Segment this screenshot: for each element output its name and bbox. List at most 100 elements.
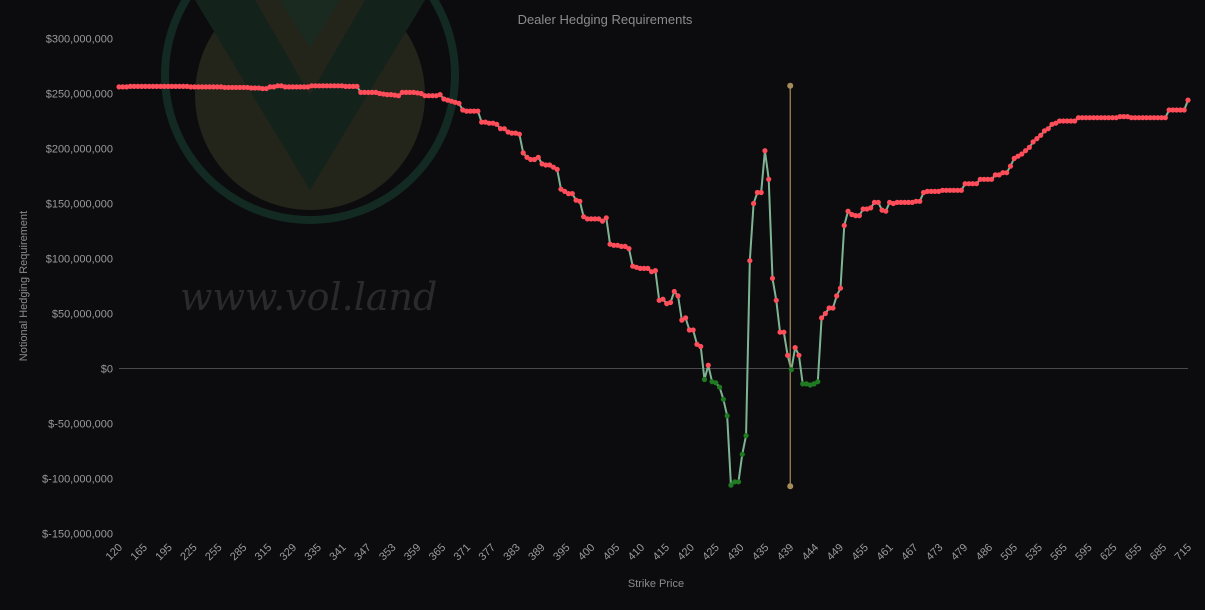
- data-point: [139, 83, 145, 89]
- data-point: [694, 341, 700, 347]
- data-point: [248, 85, 254, 91]
- data-point: [966, 181, 972, 187]
- data-point: [259, 85, 266, 92]
- data-point: [1004, 170, 1010, 176]
- data-point: [309, 83, 315, 89]
- data-point: [354, 83, 360, 89]
- data-point: [365, 89, 371, 95]
- data-point: [1109, 115, 1116, 121]
- data-point: [1185, 97, 1191, 103]
- data-point: [581, 214, 587, 220]
- data-point: [837, 285, 844, 291]
- data-point: [229, 84, 235, 91]
- y-tick-label: $150,000,000: [46, 199, 113, 211]
- data-point: [275, 83, 281, 89]
- data-point: [773, 297, 779, 303]
- data-point: [233, 84, 239, 91]
- y-axis-title: Notional Hedging Requirement: [18, 211, 30, 361]
- data-point: [399, 89, 405, 95]
- data-point: [203, 84, 209, 90]
- data-point: [350, 83, 356, 89]
- data-point: [501, 126, 507, 132]
- data-point: [225, 84, 232, 91]
- data-point: [871, 199, 878, 205]
- data-point: [142, 83, 149, 89]
- data-point: [671, 288, 677, 295]
- data-point: [713, 380, 719, 386]
- data-point: [1090, 115, 1097, 121]
- data-point: [970, 181, 976, 187]
- data-point: [830, 305, 836, 311]
- data-point: [717, 384, 723, 390]
- data-point: [1022, 148, 1029, 154]
- data-point: [943, 187, 949, 193]
- data-point: [917, 198, 923, 204]
- data-point: [422, 93, 428, 99]
- data-point: [645, 265, 651, 271]
- data-point: [698, 343, 704, 350]
- data-point: [588, 216, 594, 222]
- data-point: [199, 84, 205, 90]
- data-point: [1015, 153, 1021, 159]
- data-point: [327, 83, 334, 89]
- data-point: [188, 84, 194, 90]
- data-point: [762, 148, 768, 154]
- data-point: [301, 84, 307, 90]
- data-point: [1060, 118, 1066, 124]
- data-point: [743, 433, 749, 439]
- data-point: [735, 479, 742, 485]
- data-point: [214, 84, 220, 90]
- data-point: [958, 187, 964, 193]
- data-point: [1011, 155, 1017, 161]
- data-point: [728, 482, 734, 488]
- data-point: [146, 83, 152, 89]
- data-point: [131, 83, 137, 89]
- data-point: [150, 83, 156, 89]
- watermark-logo: [161, 0, 459, 224]
- data-point: [290, 84, 296, 90]
- data-point: [637, 265, 643, 271]
- data-point: [626, 246, 632, 252]
- data-point: [497, 126, 504, 132]
- data-point: [788, 367, 794, 373]
- data-point: [1007, 163, 1014, 169]
- data-point: [120, 84, 126, 90]
- data-point: [1166, 107, 1172, 113]
- data-point: [207, 84, 213, 90]
- data-point: [868, 205, 874, 211]
- data-point: [818, 315, 825, 321]
- data-point: [618, 243, 624, 249]
- data-point: [516, 131, 523, 137]
- data-point: [928, 188, 934, 194]
- data-point: [705, 362, 711, 368]
- data-point: [845, 208, 851, 214]
- data-point: [524, 154, 530, 160]
- data-point: [195, 84, 201, 90]
- data-point: [622, 243, 628, 249]
- data-point: [732, 479, 738, 485]
- data-point: [1181, 107, 1187, 113]
- data-point: [667, 299, 674, 306]
- data-point: [1079, 115, 1085, 121]
- data-point: [475, 108, 481, 114]
- data-point: [550, 164, 557, 170]
- data-point: [467, 108, 473, 114]
- data-point: [641, 265, 647, 271]
- data-point: [932, 188, 938, 194]
- data-point: [320, 83, 326, 89]
- data-point: [739, 451, 745, 457]
- data-point: [346, 83, 353, 89]
- data-point: [1075, 115, 1082, 121]
- data-point: [1102, 115, 1108, 121]
- data-point: [841, 222, 847, 229]
- data-point: [875, 199, 881, 205]
- data-point: [834, 293, 840, 299]
- data-point: [1030, 139, 1036, 145]
- data-point: [1026, 144, 1032, 150]
- data-point: [1038, 132, 1044, 138]
- data-point: [902, 199, 908, 205]
- data-point: [1121, 114, 1127, 120]
- data-point: [796, 352, 802, 358]
